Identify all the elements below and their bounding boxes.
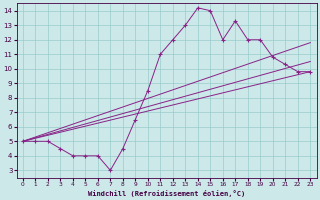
X-axis label: Windchill (Refroidissement éolien,°C): Windchill (Refroidissement éolien,°C): [88, 190, 245, 197]
